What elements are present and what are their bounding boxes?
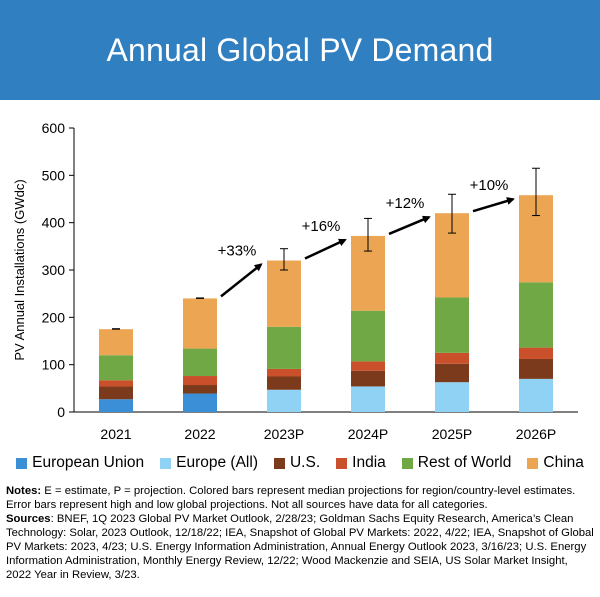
- y-tick-label: 200: [42, 309, 66, 325]
- chart-area: 0 100 200 300 400 500 600 PV Annual Installatio…: [12, 120, 578, 442]
- y-axis-label: PV Annual Installations (GWdc): [12, 179, 27, 360]
- growth-label: +12%: [386, 195, 425, 212]
- bar-segment-india: [519, 347, 553, 359]
- bar-segment-u-s: [99, 386, 133, 400]
- legend-swatch: [401, 457, 413, 469]
- legend-item: European Union: [16, 454, 144, 472]
- bar-segment-rest-of-world: [183, 348, 217, 377]
- legend-swatch: [160, 457, 172, 469]
- sources-label: Sources: [6, 513, 51, 525]
- bar-segment-u-s: [519, 358, 553, 379]
- legend-item: Rest of World: [401, 454, 512, 472]
- sources-paragraph: Sources: BNEF, 1Q 2023 Global PV Market …: [6, 512, 596, 582]
- notes-text: E = estimate, P = projection. Colored ba…: [6, 485, 576, 511]
- bar-segment-european-union: [99, 399, 133, 412]
- growth-label: +10%: [470, 177, 509, 194]
- growth-label: +16%: [302, 218, 341, 235]
- legend-label: U.S.: [289, 454, 321, 471]
- legend-label: China: [543, 454, 584, 471]
- x-tick-label: 2024P: [348, 426, 388, 442]
- y-tick-label: 0: [57, 404, 65, 420]
- x-tick-label: 2021: [100, 426, 131, 442]
- y-tick-label: 300: [42, 262, 66, 278]
- bar-segment-india: [351, 361, 385, 371]
- legend-swatch: [273, 457, 285, 469]
- legend-swatch: [16, 457, 28, 469]
- notes-block: Notes: E = estimate, P = projection. Col…: [6, 484, 596, 582]
- bar-segment-rest-of-world: [267, 326, 301, 369]
- growth-arrow: [304, 238, 347, 260]
- sources-text: : BNEF, 1Q 2023 Global PV Market Outlook…: [6, 513, 594, 581]
- bar-segment-europe-all: [435, 382, 469, 412]
- x-tick-label: 2023P: [264, 426, 304, 442]
- growth-arrow: [388, 215, 431, 236]
- legend-item: Europe (All): [160, 454, 258, 472]
- bar-segment-europe-all: [351, 386, 385, 412]
- bar-segment-china: [99, 329, 133, 356]
- bar-segment-u-s: [183, 385, 217, 394]
- bar-segment-india: [99, 380, 133, 387]
- legend-label: Rest of World: [417, 454, 512, 471]
- bar-segment-india: [435, 352, 469, 364]
- bar-segment-india: [267, 368, 301, 377]
- bar-segment-u-s: [435, 363, 469, 383]
- growth-label: +33%: [218, 243, 257, 260]
- bar-segment-china: [267, 260, 301, 327]
- bar-segment-u-s: [267, 376, 301, 390]
- bar-segment-rest-of-world: [351, 310, 385, 362]
- legend-item: U.S.: [273, 454, 321, 472]
- notes-label: Notes:: [6, 485, 42, 497]
- legend-swatch: [527, 457, 539, 469]
- legend-label: Europe (All): [176, 454, 258, 471]
- chart-title: Annual Global PV Demand: [106, 31, 494, 68]
- y-tick-label: 400: [42, 215, 66, 231]
- y-tick-label: 500: [42, 167, 66, 183]
- legend-swatch: [336, 457, 348, 469]
- bar-segment-rest-of-world: [99, 355, 133, 381]
- growth-arrow: [472, 197, 515, 213]
- notes-paragraph: Notes: E = estimate, P = projection. Col…: [6, 484, 596, 512]
- bar-segment-europe-all: [267, 389, 301, 412]
- x-tick-label: 2022: [184, 426, 215, 442]
- legend-item: China: [527, 454, 584, 472]
- legend-label: India: [352, 454, 386, 471]
- legend-item: India: [336, 454, 386, 472]
- growth-arrow: [220, 263, 263, 298]
- x-tick-label: 2025P: [432, 426, 472, 442]
- y-tick-label: 600: [42, 120, 66, 136]
- bar-segment-rest-of-world: [519, 282, 553, 348]
- x-tick-label: 2026P: [516, 426, 556, 442]
- bar-segment-european-union: [183, 393, 217, 412]
- legend-label: European Union: [32, 454, 145, 471]
- chart-legend: European Union Europe (All) U.S. India Rest …: [0, 454, 600, 472]
- bar-segment-u-s: [351, 370, 385, 387]
- bar-segment-rest-of-world: [435, 297, 469, 353]
- bar-segment-india: [183, 376, 217, 386]
- y-tick-label: 100: [42, 357, 66, 373]
- title-banner: Annual Global PV Demand: [0, 0, 600, 100]
- bar-segment-europe-all: [519, 378, 553, 412]
- bar-segment-china: [183, 298, 217, 349]
